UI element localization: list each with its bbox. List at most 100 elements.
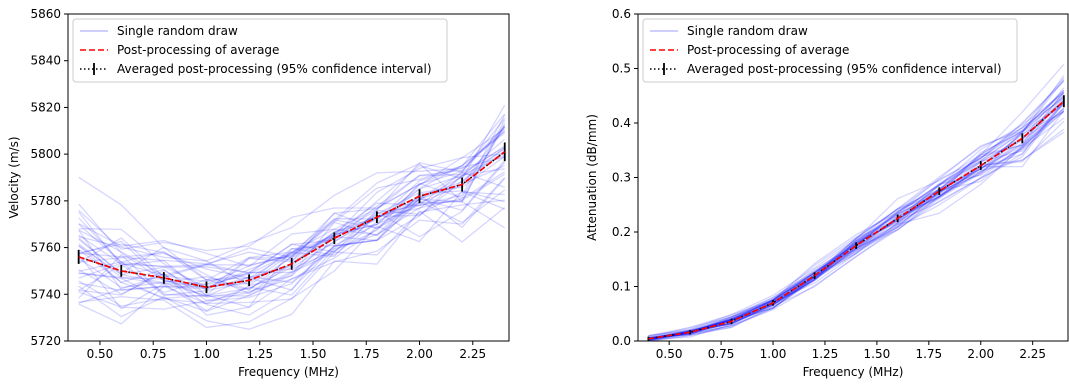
y-tick-label: 5820 [30, 100, 61, 114]
legend-label: Post-processing of average [687, 43, 849, 57]
x-tick-label: 1.75 [353, 347, 380, 361]
x-tick-label: 1.75 [915, 347, 942, 361]
x-tick-label: 1.00 [760, 347, 787, 361]
random-draw-line [78, 190, 505, 329]
legend-box [72, 18, 448, 83]
random-draw-line [648, 120, 1065, 341]
random-draw-line [78, 173, 506, 291]
random-draw-line [648, 128, 1065, 341]
random-draw-line [78, 113, 506, 252]
y-tick-label: 0.2 [612, 225, 631, 239]
random-draw-line [648, 100, 1065, 341]
random-draw-line [78, 128, 506, 282]
y-tick-label: 0.1 [612, 280, 631, 294]
random-draw-line [648, 92, 1065, 340]
random-draw-line [78, 159, 506, 297]
y-tick-label: 0.5 [612, 62, 631, 76]
legend-label: Single random draw [687, 24, 808, 38]
x-tick-label: 1.50 [864, 347, 891, 361]
random-draw-line [78, 153, 505, 316]
x-tick-label: 2.00 [406, 347, 433, 361]
random-draw-line [78, 171, 506, 289]
x-tick-label: 2.25 [1019, 347, 1046, 361]
random-draw-line [78, 132, 506, 287]
random-draw-line [648, 77, 1065, 339]
x-tick-label: 1.50 [300, 347, 327, 361]
x-tick-label: 2.25 [459, 347, 486, 361]
random-draw-line [648, 97, 1065, 341]
x-tick-label: 2.00 [967, 347, 994, 361]
random-draw-line [78, 199, 505, 312]
random-draw-line [648, 117, 1065, 340]
random-draw-line [78, 146, 506, 302]
y-tick-label: 5860 [30, 7, 61, 21]
random-draw-line [648, 79, 1065, 340]
random-draw-line [78, 122, 506, 268]
random-draw-line [78, 165, 505, 299]
random-draw-line [78, 104, 506, 285]
random-draws [648, 63, 1065, 341]
random-draw-line [78, 171, 505, 310]
random-draw-line [648, 80, 1065, 337]
random-draw-line [78, 130, 506, 262]
y-tick-label: 5760 [30, 241, 61, 255]
random-draw-line [648, 79, 1065, 337]
random-draw-line [78, 145, 506, 268]
legend-box [642, 18, 1018, 83]
random-draw-line [648, 95, 1065, 339]
average-line [648, 100, 1065, 340]
random-draw-line [648, 110, 1065, 339]
random-draw-line [78, 200, 506, 309]
x-tick-label: 1.25 [246, 347, 273, 361]
y-axis-label: Attenuation (dB/mm) [585, 114, 599, 241]
random-draw-line [78, 177, 506, 298]
x-tick-label: 0.50 [87, 347, 114, 361]
y-tick-label: 5720 [30, 334, 61, 348]
x-tick-label: 0.75 [708, 347, 735, 361]
legend: Single random draw Post-processing of ave… [642, 18, 1018, 83]
x-tick-label: 0.50 [656, 347, 683, 361]
x-tick-label: 0.75 [140, 347, 167, 361]
random-draw-line [78, 126, 506, 278]
y-tick-label: 5800 [30, 147, 61, 161]
x-tick-label: 1.25 [812, 347, 839, 361]
y-tick-label: 0.0 [612, 334, 631, 348]
y-tick-label: 0.4 [612, 116, 631, 130]
random-draw-line [78, 117, 506, 292]
y-tick-label: 0.3 [612, 171, 631, 185]
random-draw-line [648, 95, 1065, 339]
random-draw-line [648, 97, 1065, 340]
random-draw-line [648, 89, 1065, 339]
x-axis-label: Frequency (MHz) [803, 365, 904, 379]
random-draw-line [78, 168, 505, 292]
random-draw-line [648, 92, 1065, 338]
x-tick-label: 1.00 [193, 347, 220, 361]
random-draw-line [78, 125, 506, 276]
y-tick-label: 5780 [30, 194, 61, 208]
y-axis-label: Velocity (m/s) [7, 136, 21, 218]
random-draw-line [648, 90, 1065, 340]
random-draw-line [648, 101, 1065, 341]
random-draw-line [78, 178, 506, 305]
legend: Single random draw Post-processing of ave… [72, 18, 448, 83]
random-draw-line [78, 161, 506, 289]
random-draw-line [78, 147, 506, 283]
velocity-chart: 0.50 0.75 1.00 1.25 1.50 1.75 2.00 2.25 5720 5740… [7, 7, 510, 379]
y-tick-label: 5740 [30, 287, 61, 301]
plot-frame [67, 13, 510, 342]
random-draw-line [648, 110, 1065, 341]
legend-label: Averaged post-processing (95% confidence… [687, 62, 1002, 76]
random-draw-line [648, 90, 1065, 338]
random-draw-line [648, 131, 1065, 341]
legend-label: Post-processing of average [117, 43, 279, 57]
random-draw-line [648, 75, 1065, 339]
random-draw-line [648, 99, 1065, 340]
legend-label: Single random draw [117, 24, 238, 38]
random-draw-line [78, 154, 505, 312]
random-draw-line [78, 206, 506, 330]
legend-label: Averaged post-processing (95% confidence… [117, 62, 432, 76]
random-draw-line [648, 63, 1065, 337]
random-draw-line [648, 103, 1065, 339]
y-tick-label: 0.6 [612, 7, 631, 21]
